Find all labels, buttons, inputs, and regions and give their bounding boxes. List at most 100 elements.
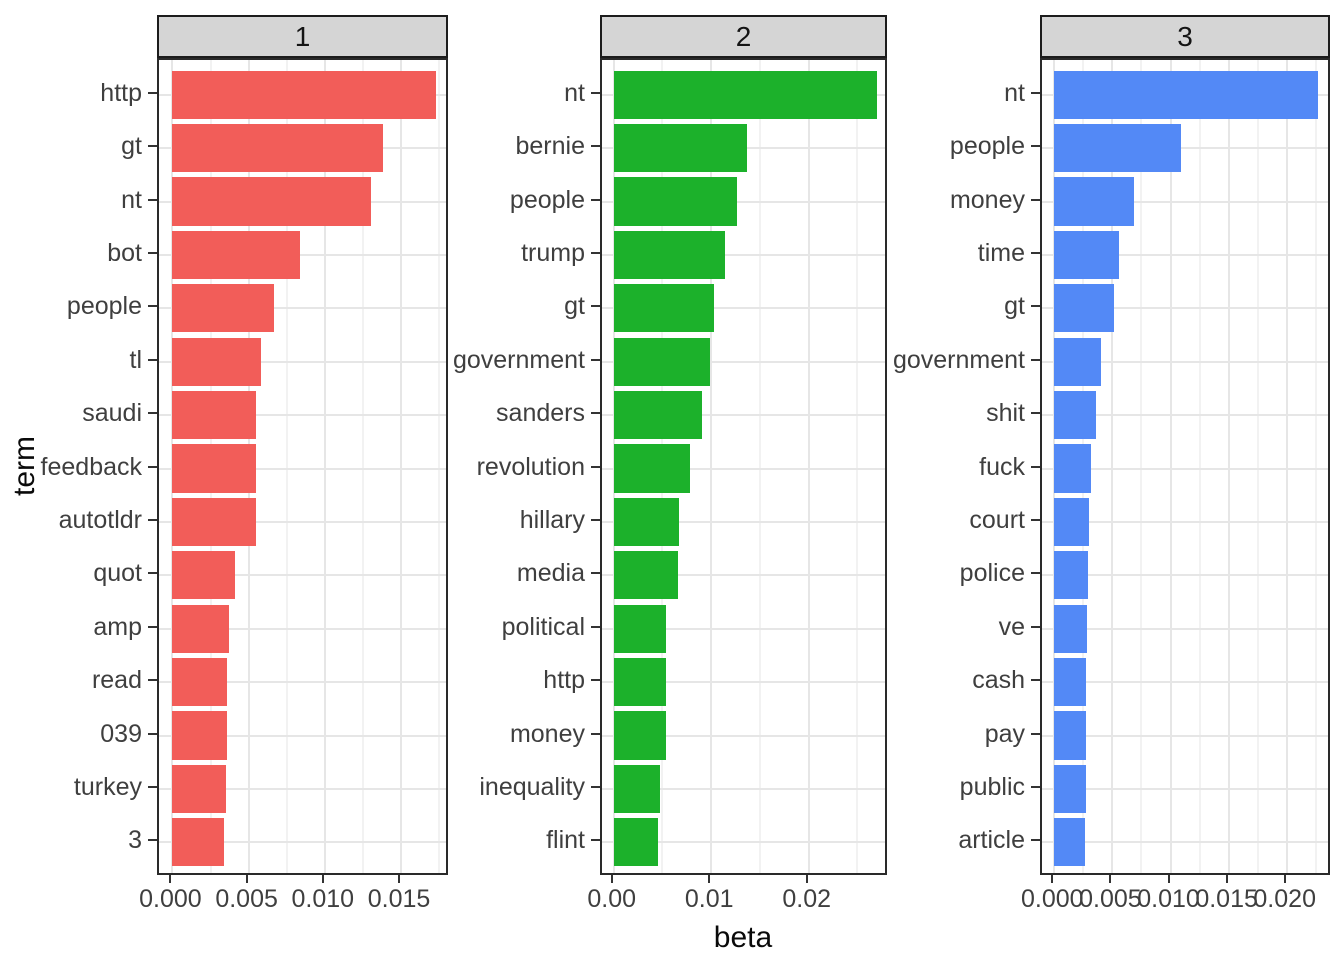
x-tick-label: 0.01 (684, 885, 734, 913)
facet-panel-2 (600, 58, 887, 875)
y-tick-label-police: police (959, 559, 1025, 588)
y-tick-mark (1031, 625, 1040, 628)
x-tick-label: 0.015 (1195, 885, 1258, 913)
y-tick-mark (591, 198, 600, 201)
facet-strip-label: 2 (735, 20, 752, 52)
y-tick-label-quot: quot (93, 559, 142, 588)
bar-quot (172, 551, 235, 600)
y-tick-label-nt: nt (121, 185, 142, 214)
facet-panel-1 (157, 58, 448, 875)
y-tick-label-government: government (892, 345, 1025, 374)
y-tick-mark (591, 305, 600, 308)
y-tick-label-tl: tl (129, 345, 143, 374)
gridline-minor-v (285, 60, 288, 873)
bar-media (613, 551, 679, 600)
gridline-major-h (1042, 253, 1328, 256)
y-tick-label-nt: nt (1004, 78, 1025, 107)
bar-turkey (172, 764, 226, 813)
x-tick-mark (1051, 875, 1054, 883)
y-tick-mark (591, 625, 600, 628)
bar-government (1054, 337, 1101, 386)
x-tick-label: 0.02 (782, 885, 832, 913)
y-tick-mark (148, 465, 157, 468)
y-tick-label-fuck: fuck (979, 452, 1025, 481)
gridline-major-v (807, 60, 810, 873)
gridline-major-h (602, 360, 885, 363)
bar-http (172, 70, 437, 119)
y-tick-label-money: money (509, 719, 585, 748)
gridline-major-v (1285, 60, 1288, 873)
bar-3 (172, 818, 225, 867)
y-tick-mark (148, 91, 157, 94)
y-tick-label-gt: gt (1004, 292, 1025, 321)
gridline-major-h (1042, 681, 1328, 684)
gridline-major-h (602, 574, 885, 577)
gridline-minor-v (1140, 60, 1143, 873)
x-tick-label: 0.005 (215, 885, 278, 913)
bar-bernie (613, 124, 748, 173)
x-tick-mark (805, 875, 808, 883)
y-tick-mark (591, 785, 600, 788)
y-tick-mark (1031, 251, 1040, 254)
bar-political (613, 604, 667, 653)
gridline-major-h (602, 681, 885, 684)
bar-pay (1054, 711, 1086, 760)
gridline-major-h (602, 307, 885, 310)
x-tick-mark (1225, 875, 1228, 883)
gridline-major-v (710, 60, 713, 873)
bar-money (1054, 177, 1135, 226)
y-tick-label-bernie: bernie (515, 132, 586, 161)
x-tick-label: 0.00 (587, 885, 637, 913)
x-tick-mark (708, 875, 711, 883)
gridline-major-h (602, 200, 885, 203)
x-tick-mark (245, 875, 248, 883)
y-tick-mark (591, 251, 600, 254)
gridline-major-h (602, 841, 885, 844)
bar-article (1054, 818, 1085, 867)
bar-feedback (172, 444, 257, 493)
x-tick-label: 0.000 (1021, 885, 1084, 913)
y-tick-mark (148, 785, 157, 788)
y-tick-label-government: government (452, 345, 585, 374)
x-tick-mark (398, 875, 400, 883)
y-tick-label-ve: ve (998, 612, 1025, 641)
gridline-major-h (1042, 734, 1328, 737)
y-tick-label-039: 039 (100, 719, 142, 748)
y-tick-label-http: http (100, 78, 142, 107)
y-tick-mark (1031, 572, 1040, 575)
y-tick-label-hillary: hillary (519, 505, 585, 534)
x-tick-label: 0.000 (139, 885, 202, 913)
x-tick-mark (1283, 875, 1286, 883)
gridline-major-v (400, 60, 402, 873)
bar-gt (613, 284, 715, 333)
y-tick-label-sanders: sanders (496, 399, 585, 428)
y-tick-label-media: media (516, 559, 585, 588)
bar-government (613, 337, 711, 386)
bar-http (613, 658, 667, 707)
y-tick-mark (1031, 91, 1040, 94)
x-tick-label: 0.010 (1137, 885, 1200, 913)
gridline-major-h (602, 467, 885, 470)
gridline-major-v (1227, 60, 1230, 873)
gridline-minor-v (856, 60, 859, 873)
y-tick-label-saudi: saudi (82, 399, 142, 428)
y-tick-label-money: money (949, 185, 1025, 214)
bar-court (1054, 497, 1090, 546)
bar-tl (172, 337, 261, 386)
gridline-major-h (1042, 627, 1328, 630)
bar-shit (1054, 391, 1097, 440)
gridline-minor-v (361, 60, 364, 873)
gridline-major-h (159, 360, 446, 363)
y-tick-mark (148, 251, 157, 254)
y-tick-label-people: people (509, 185, 585, 214)
x-tick-label: 0.020 (1253, 885, 1316, 913)
bar-police (1054, 551, 1088, 600)
y-tick-label-revolution: revolution (476, 452, 585, 481)
facet-panel-3 (1040, 58, 1330, 875)
gridline-major-h (159, 414, 446, 417)
bar-nt (172, 177, 371, 226)
bar-gt (172, 124, 383, 173)
y-tick-mark (1031, 679, 1040, 682)
gridline-major-h (602, 627, 885, 630)
